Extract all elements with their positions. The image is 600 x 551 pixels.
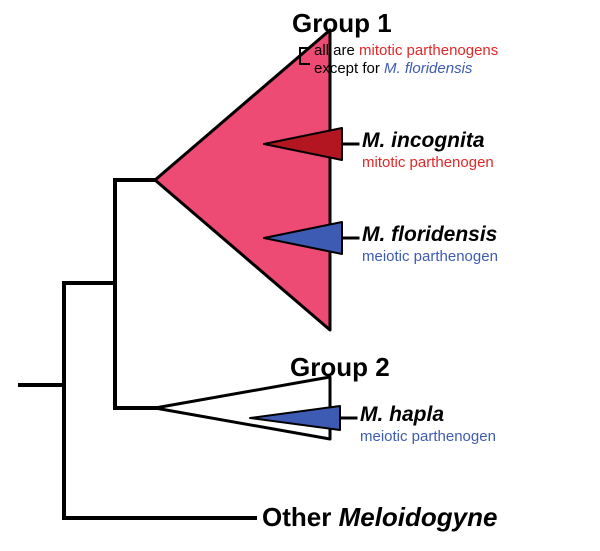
group1-title: Group 1	[292, 8, 392, 39]
group1-sub1: all are mitotic parthenogens	[314, 42, 498, 60]
hapla-sub: meiotic parthenogen	[360, 428, 496, 446]
group1-sub2: except for M. floridensis	[314, 60, 472, 78]
other-label: Other Meloidogyne	[262, 502, 497, 533]
group2-title: Group 2	[290, 352, 390, 383]
floridensis-sub: meiotic parthenogen	[362, 248, 498, 266]
floridensis-label: M. floridensis	[362, 222, 497, 247]
phylogeny-svg	[0, 0, 600, 551]
incognita-sub: mitotic parthenogen	[362, 154, 494, 172]
hapla-label: M. hapla	[360, 402, 444, 427]
incognita-label: M. incognita	[362, 128, 485, 153]
